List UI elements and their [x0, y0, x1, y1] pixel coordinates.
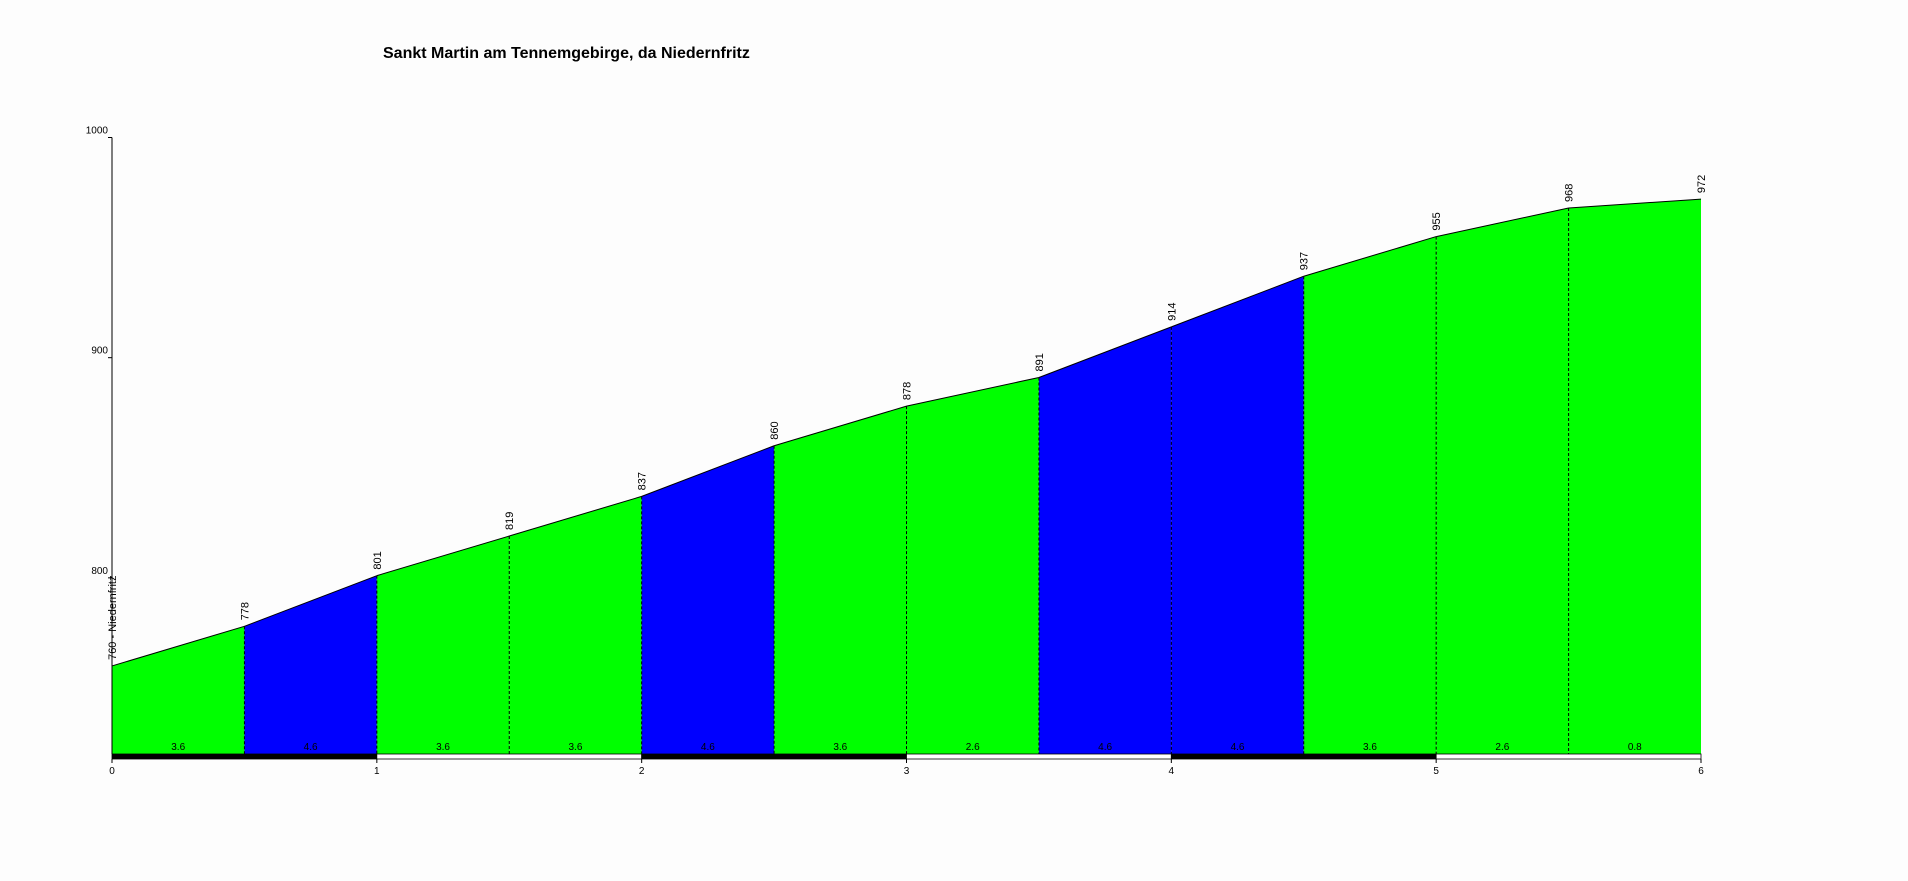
x-tick-label: 6: [1698, 766, 1704, 777]
x-tick-label: 1: [374, 766, 380, 777]
gradient-label: 3.6: [436, 742, 450, 753]
segment: [376, 536, 510, 754]
km-bar: [906, 753, 1172, 760]
gradient-label: 3.6: [1363, 742, 1377, 753]
elevation-label: 891: [1034, 353, 1046, 371]
profile-edge: [1568, 198, 1702, 209]
x-tick-label: 5: [1433, 766, 1439, 777]
segment: [244, 575, 377, 754]
elevation-label: 968: [1564, 184, 1576, 202]
segment: [1568, 199, 1701, 754]
profile-edge: [1303, 236, 1437, 277]
segment: [112, 626, 245, 754]
x-tick-label: 2: [639, 766, 645, 777]
km-bar: [111, 753, 378, 760]
x-tick-label: 3: [904, 766, 910, 777]
profile-edge: [509, 495, 642, 537]
elevation-label: 778: [239, 602, 251, 620]
segment: [509, 496, 642, 754]
gradient-label: 3.6: [833, 742, 847, 753]
elevation-label: 914: [1166, 302, 1178, 320]
x-tick-label: 4: [1169, 766, 1175, 777]
gradient-label: 0.8: [1628, 742, 1642, 753]
profile-edge: [244, 575, 378, 627]
elevation-label: 878: [902, 382, 914, 400]
km-bar: [1435, 753, 1702, 760]
y-tick-label: 900: [91, 346, 108, 357]
segment: [1436, 207, 1569, 754]
profile-edge: [906, 377, 1040, 407]
segment: [774, 406, 907, 754]
y-tick-label: 1000: [86, 126, 109, 137]
gradient-label: 2.6: [1495, 742, 1509, 753]
km-bar: [376, 753, 643, 760]
gradient-label: 4.6: [304, 742, 318, 753]
segment: [1038, 326, 1172, 754]
elevation-label: 760 - Niedernfritz: [107, 576, 119, 660]
elevation-label: 819: [504, 512, 516, 530]
profile-edge: [773, 405, 907, 447]
x-tick-label: 0: [109, 766, 115, 777]
elevation-label: 955: [1431, 212, 1443, 230]
profile-edge: [1171, 275, 1304, 328]
segment: [1171, 276, 1304, 754]
elevation-label: 972: [1696, 175, 1708, 193]
gradient-label: 3.6: [171, 742, 185, 753]
km-bar: [641, 753, 907, 760]
elevation-label: 837: [637, 472, 649, 490]
profile-edge: [1436, 207, 1569, 238]
gradient-label: 2.6: [966, 742, 980, 753]
gradient-label: 3.6: [569, 742, 583, 753]
profile-edge: [1038, 326, 1172, 378]
y-tick-label: 800: [91, 566, 108, 577]
gradient-label: 4.6: [1231, 742, 1245, 753]
profile-edge: [376, 535, 510, 577]
segment: [1303, 236, 1437, 755]
segment: [906, 377, 1039, 754]
profile-edge: [111, 625, 245, 667]
gradient-label: 4.6: [1098, 742, 1112, 753]
elevation-label: 937: [1299, 252, 1311, 270]
km-bar: [1170, 753, 1437, 760]
elevation-label: 801: [372, 551, 384, 569]
gradient-label: 4.6: [701, 742, 715, 753]
profile-edge: [641, 445, 775, 497]
segment: [641, 445, 775, 754]
chart-title: Sankt Martin am Tennemgebirge, da Nieder…: [383, 45, 750, 62]
elevation-label: 860: [769, 421, 781, 439]
